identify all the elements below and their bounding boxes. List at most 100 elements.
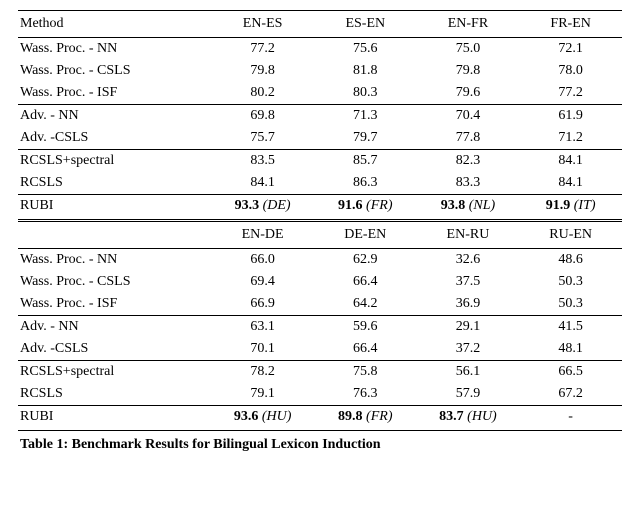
method-cell: Adv. -CSLS <box>18 338 211 361</box>
value-cell: 76.3 <box>314 383 417 406</box>
table-row: RCSLS 79.1 76.3 57.9 67.2 <box>18 383 622 406</box>
table-row: RCSLS+spectral 83.5 85.7 82.3 84.1 <box>18 150 622 173</box>
value-cell: 64.2 <box>314 293 417 316</box>
value-cell: 77.8 <box>417 127 520 150</box>
value-cell: 79.7 <box>314 127 417 150</box>
value-cell: 37.2 <box>417 338 520 361</box>
value-cell: 72.1 <box>519 38 622 61</box>
value-cell: 71.2 <box>519 127 622 150</box>
value-bold: 93.8 <box>441 198 466 213</box>
value-cell: 93.6 (HU) <box>211 406 314 431</box>
value-cell: 85.7 <box>314 150 417 173</box>
value-cell: 61.9 <box>519 105 622 128</box>
table-row: Wass. Proc. - NN 77.2 75.6 75.0 72.1 <box>18 38 622 61</box>
table-row-rubi: RUBI 93.3 (DE) 91.6 (FR) 93.8 (NL) 91.9 … <box>18 195 622 221</box>
value-cell: 75.8 <box>314 361 417 384</box>
value-cell: 69.8 <box>211 105 314 128</box>
hdr-method: Method <box>18 11 211 38</box>
value-cell: 50.3 <box>519 293 622 316</box>
value-cell: 66.0 <box>211 249 314 272</box>
value-cell: 63.1 <box>211 316 314 339</box>
table-row: Wass. Proc. - CSLS 79.8 81.8 79.8 78.0 <box>18 60 622 82</box>
value-cell: 66.9 <box>211 293 314 316</box>
value-cell: 84.1 <box>519 150 622 173</box>
value-cell: 66.5 <box>519 361 622 384</box>
value-cell: 86.3 <box>314 172 417 195</box>
value-cell: 83.5 <box>211 150 314 173</box>
value-cell: 32.6 <box>417 249 520 272</box>
table-row: Wass. Proc. - CSLS 69.4 66.4 37.5 50.3 <box>18 271 622 293</box>
value-cell: 83.7 (HU) <box>417 406 520 431</box>
table-row: Adv. -CSLS 70.1 66.4 37.2 48.1 <box>18 338 622 361</box>
value-cell: 71.3 <box>314 105 417 128</box>
value-cell: 83.3 <box>417 172 520 195</box>
value-cell: - <box>519 406 622 431</box>
value-cell: 67.2 <box>519 383 622 406</box>
value-lang: (HU) <box>262 409 292 424</box>
value-cell: 59.6 <box>314 316 417 339</box>
method-cell: Adv. - NN <box>18 105 211 128</box>
hdr-method <box>18 221 211 249</box>
value-cell: 75.0 <box>417 38 520 61</box>
value-cell: 80.2 <box>211 82 314 105</box>
value-cell: 50.3 <box>519 271 622 293</box>
method-cell: RCSLS <box>18 383 211 406</box>
value-cell: 41.5 <box>519 316 622 339</box>
table-row: Adv. - NN 63.1 59.6 29.1 41.5 <box>18 316 622 339</box>
table-row: RCSLS 84.1 86.3 83.3 84.1 <box>18 172 622 195</box>
value-cell: 93.3 (DE) <box>211 195 314 221</box>
method-cell: RUBI <box>18 406 211 431</box>
method-cell: Wass. Proc. - CSLS <box>18 60 211 82</box>
table-row: Adv. -CSLS 75.7 79.7 77.8 71.2 <box>18 127 622 150</box>
value-cell: 66.4 <box>314 338 417 361</box>
method-cell: Adv. - NN <box>18 316 211 339</box>
method-cell: Wass. Proc. - NN <box>18 38 211 61</box>
value-lang: (FR) <box>366 198 392 213</box>
hdr-col2: ES-EN <box>314 11 417 38</box>
value-cell: 91.6 (FR) <box>314 195 417 221</box>
value-cell: 48.6 <box>519 249 622 272</box>
method-cell: Wass. Proc. - CSLS <box>18 271 211 293</box>
hdr-col4: FR-EN <box>519 11 622 38</box>
hdr-col1: EN-DE <box>211 221 314 249</box>
value-cell: 91.9 (IT) <box>519 195 622 221</box>
value-cell: 78.0 <box>519 60 622 82</box>
hdr-col3: EN-FR <box>417 11 520 38</box>
value-lang: (FR) <box>366 409 392 424</box>
value-cell: 75.7 <box>211 127 314 150</box>
value-cell: 75.6 <box>314 38 417 61</box>
hdr-col1: EN-ES <box>211 11 314 38</box>
method-cell: RUBI <box>18 195 211 221</box>
table-row: Wass. Proc. - ISF 80.2 80.3 79.6 77.2 <box>18 82 622 105</box>
header-row-2: EN-DE DE-EN EN-RU RU-EN <box>18 221 622 249</box>
value-lang: (HU) <box>467 409 497 424</box>
value-cell: 70.4 <box>417 105 520 128</box>
value-cell: 66.4 <box>314 271 417 293</box>
hdr-col2: DE-EN <box>314 221 417 249</box>
header-row-1: Method EN-ES ES-EN EN-FR FR-EN <box>18 11 622 38</box>
value-lang: (DE) <box>263 198 291 213</box>
value-cell: 89.8 (FR) <box>314 406 417 431</box>
value-cell: 84.1 <box>211 172 314 195</box>
value-bold: 91.6 <box>338 198 363 213</box>
method-cell: RCSLS <box>18 172 211 195</box>
table-row: Wass. Proc. - ISF 66.9 64.2 36.9 50.3 <box>18 293 622 316</box>
method-cell: RCSLS+spectral <box>18 361 211 384</box>
value-cell: 79.1 <box>211 383 314 406</box>
value-bold: 93.3 <box>235 198 260 213</box>
method-cell: Wass. Proc. - NN <box>18 249 211 272</box>
table-row: Wass. Proc. - NN 66.0 62.9 32.6 48.6 <box>18 249 622 272</box>
results-table: Method EN-ES ES-EN EN-FR FR-EN Wass. Pro… <box>18 10 622 431</box>
hdr-col4: RU-EN <box>519 221 622 249</box>
value-bold: 83.7 <box>439 409 464 424</box>
value-cell: 36.9 <box>417 293 520 316</box>
value-cell: 69.4 <box>211 271 314 293</box>
value-cell: 37.5 <box>417 271 520 293</box>
value-bold: 93.6 <box>234 409 259 424</box>
value-cell: 84.1 <box>519 172 622 195</box>
value-cell: 56.1 <box>417 361 520 384</box>
method-cell: Wass. Proc. - ISF <box>18 293 211 316</box>
method-cell: RCSLS+spectral <box>18 150 211 173</box>
value-cell: 57.9 <box>417 383 520 406</box>
value-cell: 78.2 <box>211 361 314 384</box>
